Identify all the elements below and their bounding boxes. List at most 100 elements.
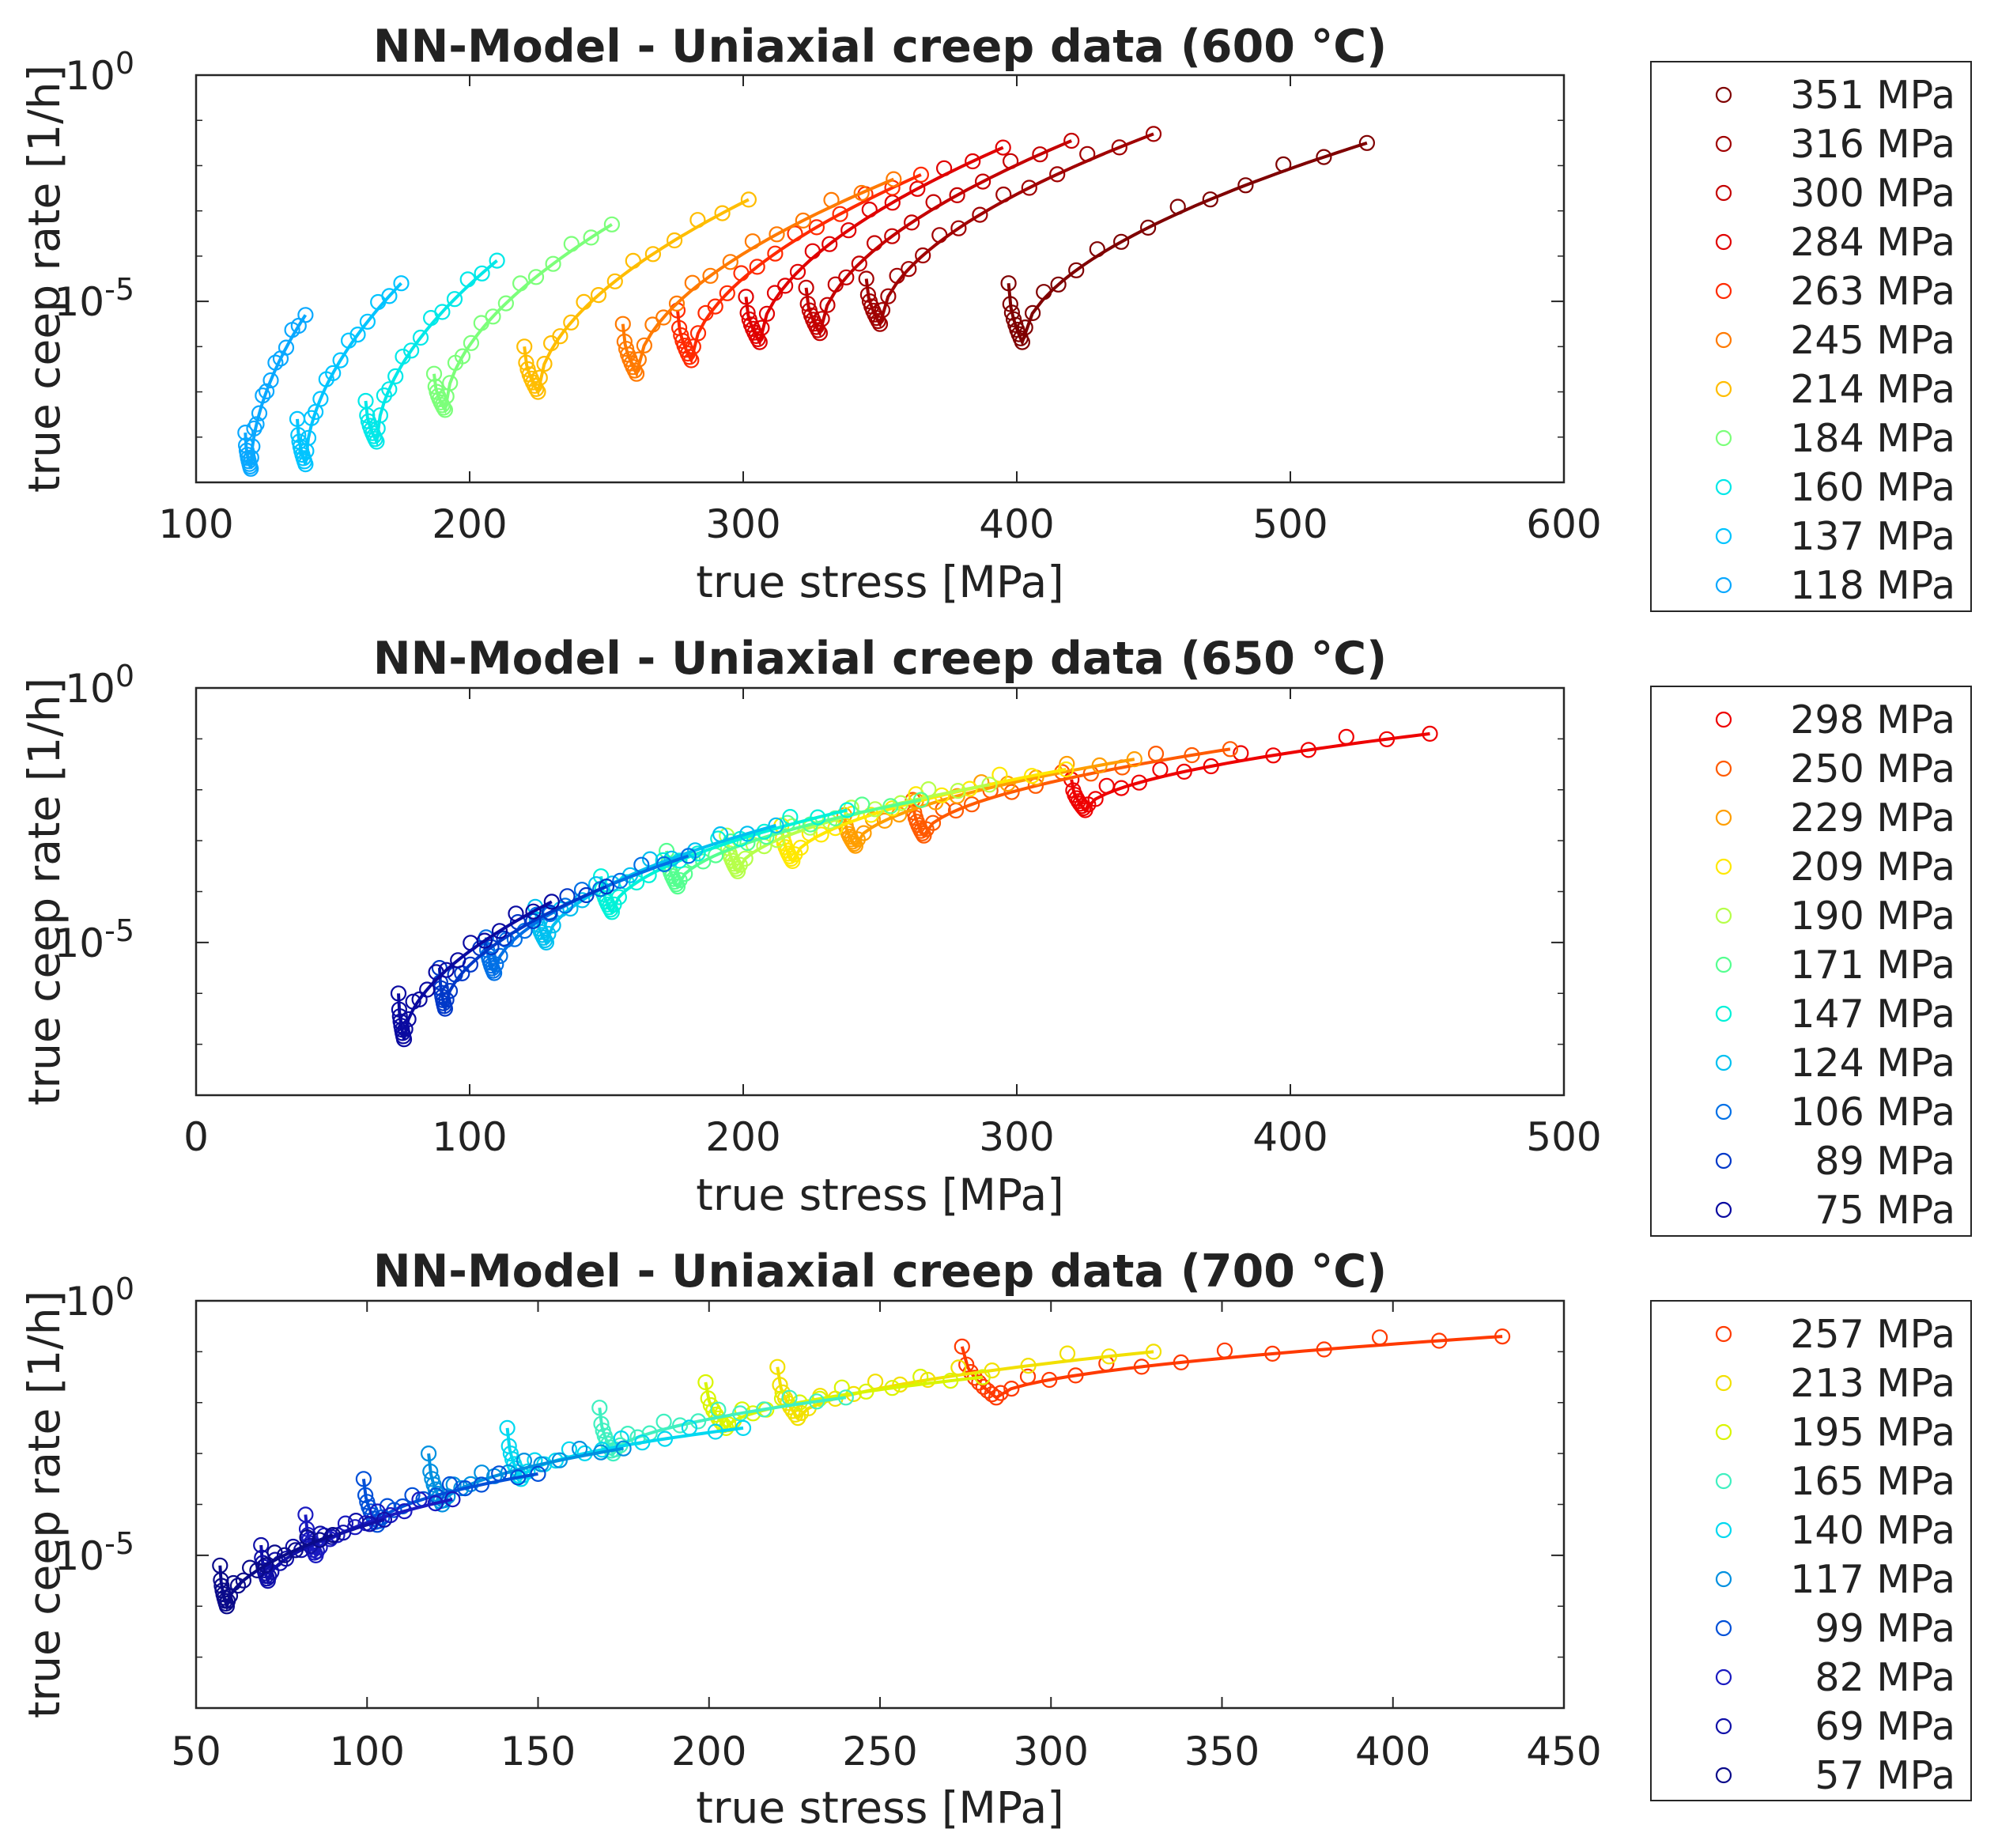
- y-tick-label: 100: [65, 1272, 134, 1325]
- data-point: [492, 947, 508, 965]
- data-point: [666, 232, 683, 249]
- data-point: [1264, 1345, 1281, 1362]
- data-point: [644, 246, 662, 263]
- data-point: [810, 322, 826, 338]
- x-tick-label: 150: [500, 1729, 576, 1774]
- data-point: [858, 270, 874, 287]
- data-point: [942, 1372, 959, 1389]
- data-point: [625, 252, 641, 269]
- legend-marker: [1715, 1423, 1732, 1441]
- data-point: [855, 825, 872, 841]
- series-245-mpa: [614, 171, 902, 382]
- x-tick-label: 600: [1526, 501, 1601, 547]
- legend-marker: [1715, 331, 1732, 349]
- data-point: [441, 1476, 459, 1493]
- data-point: [744, 233, 761, 250]
- data-point: [491, 923, 508, 939]
- legend-marker: [1715, 1668, 1732, 1686]
- data-point: [954, 1338, 970, 1355]
- data-point: [949, 788, 965, 804]
- data-point: [463, 334, 480, 351]
- data-point: [332, 352, 349, 368]
- data-point: [349, 327, 366, 343]
- chart-panel-2: NN-Model - Uniaxial creep data (650 °C) 0…: [19, 633, 1972, 1237]
- legend-marker: [1715, 1054, 1732, 1071]
- data-point: [677, 865, 693, 882]
- legend-label: 209 MPa: [1790, 845, 1955, 890]
- x-tick-label: 0: [183, 1114, 209, 1160]
- data-point: [474, 265, 490, 282]
- data-point: [1139, 219, 1157, 236]
- fit-line: [804, 139, 1072, 338]
- data-point: [533, 1456, 550, 1472]
- data-point: [357, 1487, 374, 1503]
- data-point: [259, 383, 275, 399]
- data-point: [590, 287, 607, 304]
- data-point: [837, 1389, 854, 1406]
- series-160-mpa: [357, 252, 505, 450]
- legend-label: 214 MPa: [1790, 367, 1955, 412]
- data-point: [1316, 149, 1332, 165]
- data-point: [1126, 750, 1143, 768]
- data-point: [402, 342, 420, 359]
- series-300-mpa: [798, 132, 1080, 342]
- data-point: [1075, 799, 1092, 817]
- data-point: [509, 1469, 527, 1486]
- data-point: [237, 424, 254, 441]
- y-tick-base: 10: [65, 666, 115, 712]
- data-point: [538, 934, 555, 951]
- data-point: [963, 796, 980, 813]
- data-point: [858, 1383, 874, 1400]
- data-point: [1169, 198, 1186, 215]
- chart-title: NN-Model - Uniaxial creep data (700 °C): [373, 1245, 1387, 1298]
- data-point: [1378, 731, 1396, 747]
- data-point: [411, 1491, 428, 1508]
- data-point: [545, 255, 561, 272]
- legend-marker: [1715, 1325, 1732, 1343]
- data-point: [298, 1521, 315, 1537]
- legend-label: 160 MPa: [1790, 465, 1955, 510]
- data-point: [397, 1021, 414, 1037]
- legend-marker: [1715, 1005, 1732, 1022]
- y-tick-exponent: 0: [115, 659, 134, 693]
- x-tick-label: 500: [1252, 501, 1328, 547]
- data-point: [488, 956, 504, 973]
- data-point: [297, 455, 314, 473]
- data-point: [719, 285, 735, 301]
- data-point: [753, 319, 770, 336]
- data-point: [981, 777, 998, 793]
- data-point: [1041, 1371, 1058, 1389]
- data-point: [799, 296, 816, 312]
- data-point: [509, 913, 527, 931]
- data-point: [359, 407, 376, 424]
- data-point: [973, 774, 990, 791]
- data-point: [1003, 1380, 1020, 1397]
- data-point: [729, 863, 746, 879]
- legend-label: 117 MPa: [1790, 1557, 1955, 1602]
- data-point: [297, 307, 314, 323]
- fit-line: [599, 808, 848, 916]
- series-118-mpa: [237, 307, 314, 477]
- data-point: [267, 354, 284, 371]
- data-point: [390, 985, 407, 1002]
- fit-line: [676, 173, 922, 365]
- legend-marker: [1715, 380, 1732, 398]
- data-point: [702, 267, 719, 284]
- data-point: [633, 856, 650, 873]
- x-tick-label: 100: [330, 1729, 405, 1774]
- legend-marker: [1715, 1103, 1732, 1121]
- data-point: [235, 1572, 251, 1589]
- data-point: [925, 194, 942, 210]
- data-point: [1068, 262, 1085, 278]
- y-tick-label: 100: [65, 46, 134, 99]
- data-point: [419, 981, 436, 998]
- data-point: [931, 227, 948, 244]
- data-point: [738, 289, 754, 305]
- data-point: [412, 329, 429, 346]
- data-point: [886, 171, 902, 187]
- data-point: [255, 387, 271, 404]
- data-point: [697, 1374, 714, 1391]
- data-point: [603, 216, 621, 232]
